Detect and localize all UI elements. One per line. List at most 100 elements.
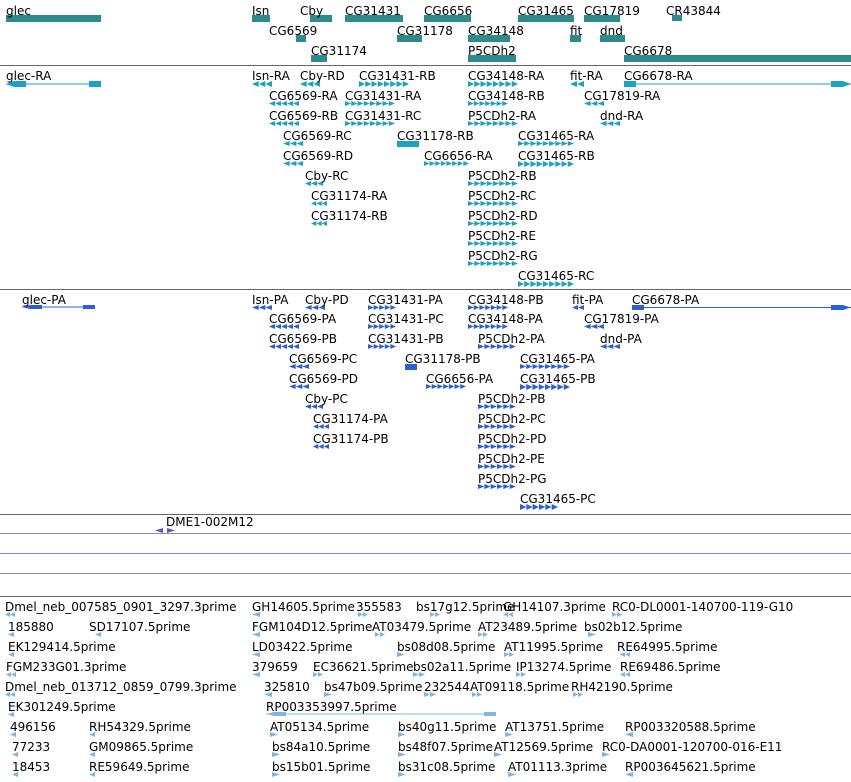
protein-label[interactable]: Isn-PA bbox=[252, 293, 289, 307]
est-feature-glyph[interactable] bbox=[95, 632, 101, 637]
est-feature-glyph[interactable] bbox=[5, 612, 15, 617]
est-feature-glyph[interactable] bbox=[494, 752, 502, 757]
transcript-label[interactable]: CG31465-RA bbox=[518, 129, 595, 143]
gene-label[interactable]: glec bbox=[6, 4, 31, 18]
protein-label[interactable]: CG31174-PA bbox=[313, 412, 388, 426]
transcript-feature-glyph[interactable] bbox=[468, 241, 518, 246]
est-label[interactable]: bs40g11.5prime bbox=[398, 720, 497, 734]
transcript-feature-glyph[interactable] bbox=[468, 221, 518, 226]
est-label[interactable]: bs47b09.5prime bbox=[324, 680, 423, 694]
gene-feature-glyph[interactable] bbox=[672, 15, 682, 21]
transcript-feature-glyph[interactable] bbox=[624, 81, 851, 87]
gene-label[interactable]: CG6569 bbox=[269, 24, 318, 38]
est-feature-glyph[interactable] bbox=[602, 752, 610, 757]
protein-label[interactable]: CG31465-PA bbox=[520, 352, 595, 366]
est-label[interactable]: RH42190.5prime bbox=[571, 680, 673, 694]
est-feature-glyph[interactable] bbox=[375, 632, 385, 637]
est-label[interactable]: LD03422.5prime bbox=[252, 640, 353, 654]
est-feature-glyph[interactable] bbox=[264, 692, 272, 697]
protein-label[interactable]: CG31465-PB bbox=[520, 372, 596, 386]
est-feature-glyph[interactable] bbox=[398, 732, 406, 737]
transcript-feature-glyph[interactable] bbox=[518, 161, 574, 167]
transcript-feature-glyph[interactable] bbox=[345, 121, 395, 126]
protein-feature-glyph[interactable] bbox=[600, 344, 620, 349]
gene-feature-glyph[interactable] bbox=[468, 55, 516, 62]
protein-label[interactable]: CG31174-PB bbox=[313, 432, 389, 446]
est-label[interactable]: RE64995.5prime bbox=[617, 640, 718, 654]
transcript-feature-glyph[interactable] bbox=[468, 201, 518, 206]
protein-label[interactable]: CG6569-PD bbox=[289, 372, 359, 386]
transcript-label[interactable]: Cby-RD bbox=[300, 69, 345, 83]
transcript-label[interactable]: CG6569-RA bbox=[269, 89, 338, 103]
est-label[interactable]: 18453 bbox=[12, 760, 51, 774]
gene-feature-glyph[interactable] bbox=[296, 35, 306, 42]
transcript-feature-glyph[interactable] bbox=[359, 81, 409, 87]
gene-feature-glyph[interactable] bbox=[252, 15, 270, 22]
protein-label[interactable]: CG6678-PA bbox=[632, 293, 700, 307]
protein-feature-glyph[interactable] bbox=[368, 344, 396, 349]
est-label[interactable]: FGM233G01.3prime bbox=[6, 660, 127, 674]
gene-feature-glyph[interactable] bbox=[6, 15, 101, 22]
protein-feature-glyph[interactable] bbox=[478, 344, 516, 349]
gene-feature-glyph[interactable] bbox=[518, 15, 574, 22]
gene-label[interactable]: CG17819 bbox=[584, 4, 640, 18]
transcript-label[interactable]: P5CDh2-RD bbox=[468, 209, 538, 223]
est-label[interactable]: bs48f07.5prime bbox=[398, 740, 494, 754]
est-feature-glyph[interactable] bbox=[324, 692, 332, 697]
gene-label[interactable]: CR43844 bbox=[666, 4, 721, 18]
est-feature-glyph[interactable] bbox=[8, 652, 14, 657]
est-feature-glyph[interactable] bbox=[430, 612, 440, 617]
gene-label[interactable]: CG6678 bbox=[624, 44, 673, 58]
transcript-label[interactable]: P5CDh2-RC bbox=[468, 189, 537, 203]
protein-feature-glyph[interactable] bbox=[289, 384, 309, 389]
est-label[interactable]: 325810 bbox=[264, 680, 310, 694]
est-label[interactable]: bs08d08.5prime bbox=[397, 640, 496, 654]
est-feature-glyph[interactable] bbox=[472, 692, 482, 697]
protein-feature-glyph[interactable] bbox=[426, 384, 466, 389]
transcript-feature-glyph[interactable] bbox=[584, 101, 604, 106]
transcript-feature-glyph[interactable] bbox=[468, 81, 518, 87]
protein-feature-glyph[interactable] bbox=[305, 404, 323, 409]
est-feature-glyph[interactable] bbox=[625, 772, 633, 777]
transcript-feature-glyph[interactable] bbox=[269, 121, 299, 126]
gene-label[interactable]: CG31174 bbox=[311, 44, 367, 58]
transcript-label[interactable]: CG6569-RC bbox=[283, 129, 352, 143]
est-label[interactable]: bs02b12.5prime bbox=[584, 620, 683, 634]
transcript-label[interactable]: CG6656-RA bbox=[424, 149, 493, 163]
transcript-feature-glyph[interactable] bbox=[6, 81, 101, 87]
gene-feature-glyph[interactable] bbox=[584, 15, 620, 22]
est-label[interactable]: RH54329.5prime bbox=[89, 720, 191, 734]
est-label[interactable]: Dmel_neb_007585_0901_3297.3prime bbox=[5, 600, 237, 614]
protein-label[interactable]: dnd-PA bbox=[600, 332, 642, 346]
est-feature-glyph[interactable] bbox=[588, 632, 596, 637]
est-label[interactable]: RC0-DL0001-140700-119-G10 bbox=[612, 600, 794, 614]
protein-label[interactable]: P5CDh2-PG bbox=[478, 472, 547, 486]
transcript-label[interactable]: P5CDh2-RE bbox=[468, 229, 536, 243]
est-feature-glyph[interactable] bbox=[10, 732, 16, 737]
protein-feature-glyph[interactable] bbox=[478, 464, 516, 469]
est-feature-glyph[interactable] bbox=[620, 652, 630, 657]
est-feature-glyph[interactable] bbox=[505, 732, 513, 737]
est-label[interactable]: 185880 bbox=[8, 620, 54, 634]
protein-feature-glyph[interactable] bbox=[313, 424, 329, 429]
clone-feature-glyph[interactable] bbox=[155, 528, 175, 533]
est-feature-glyph[interactable] bbox=[6, 672, 16, 677]
protein-label[interactable]: glec-PA bbox=[22, 293, 66, 307]
transcript-label[interactable]: CG31178-RB bbox=[397, 129, 474, 143]
gene-label[interactable]: CG31431 bbox=[345, 4, 401, 18]
est-feature-glyph[interactable] bbox=[573, 692, 583, 697]
transcript-feature-glyph[interactable] bbox=[283, 161, 303, 166]
est-feature-glyph[interactable] bbox=[8, 712, 14, 717]
est-label[interactable]: AT09118.5prime bbox=[470, 680, 570, 694]
protein-feature-glyph[interactable] bbox=[468, 305, 508, 310]
est-feature-glyph[interactable] bbox=[89, 732, 95, 737]
transcript-label[interactable]: dnd-RA bbox=[600, 109, 644, 123]
transcript-feature-glyph[interactable] bbox=[570, 81, 584, 87]
est-feature-glyph[interactable] bbox=[8, 632, 14, 637]
gene-label[interactable]: P5CDh2 bbox=[468, 44, 516, 58]
transcript-feature-glyph[interactable] bbox=[252, 81, 272, 87]
est-label[interactable]: bs17g12.5prime bbox=[416, 600, 515, 614]
protein-label[interactable]: CG6569-PC bbox=[289, 352, 358, 366]
est-label[interactable]: 379659 bbox=[252, 660, 298, 674]
est-label[interactable]: AT13751.5prime bbox=[505, 720, 605, 734]
